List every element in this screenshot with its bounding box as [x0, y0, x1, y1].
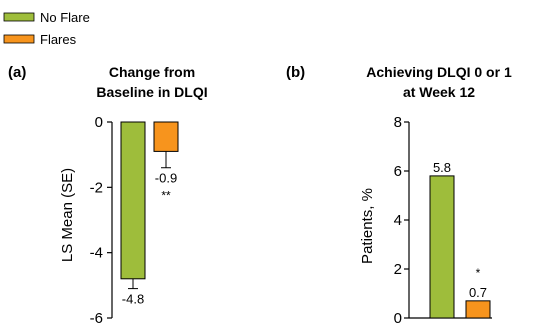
panel-letter: (a) [8, 64, 26, 81]
bar-no-flare [429, 175, 455, 319]
y-tick-label: 4 [394, 212, 402, 229]
bar-flares [465, 300, 491, 319]
legend-swatch-no-flare [3, 12, 35, 22]
legend: No Flare Flares [3, 10, 90, 47]
legend-swatch-flares [3, 34, 35, 44]
chart-title-line: Baseline in DLQI [96, 84, 207, 100]
data-label: -0.9 [155, 171, 177, 186]
chart-panel-b: (b) Achieving DLQI 0 or 1 at Week 12 0 2 4 6 8 P… [286, 64, 512, 323]
data-label: 5.8 [433, 160, 451, 175]
significance-marker: ** [161, 189, 171, 203]
chart-title-line: Achieving DLQI 0 or 1 [366, 64, 512, 80]
panel-letter: (b) [286, 64, 305, 81]
y-tick-label: 2 [394, 261, 402, 278]
chart-title-line: Change from [109, 64, 195, 80]
significance-marker: * [476, 266, 481, 280]
y-tick-label: 0 [95, 114, 103, 131]
y-tick-label: 0 [394, 310, 402, 323]
y-tick-label: 6 [394, 163, 402, 180]
y-axis-label: LS Mean (SE) [59, 168, 76, 262]
y-tick-label: -6 [90, 310, 103, 323]
y-tick-label: 8 [394, 114, 402, 131]
data-label: 0.7 [469, 285, 487, 300]
bar-no-flare [120, 121, 146, 280]
bar-flares [153, 121, 179, 152]
legend-label-no-flare: No Flare [40, 10, 90, 25]
legend-label-flares: Flares [40, 32, 77, 47]
chart-panel-a: (a) Change from Baseline in DLQI 0 -2 -4 -6 LS … [8, 64, 208, 323]
y-tick-label: -4 [90, 245, 103, 262]
data-label: -4.8 [122, 292, 144, 307]
chart-title-line: at Week 12 [403, 84, 475, 100]
y-tick-label: -2 [90, 179, 103, 196]
y-axis-label: Patients, % [359, 188, 376, 264]
